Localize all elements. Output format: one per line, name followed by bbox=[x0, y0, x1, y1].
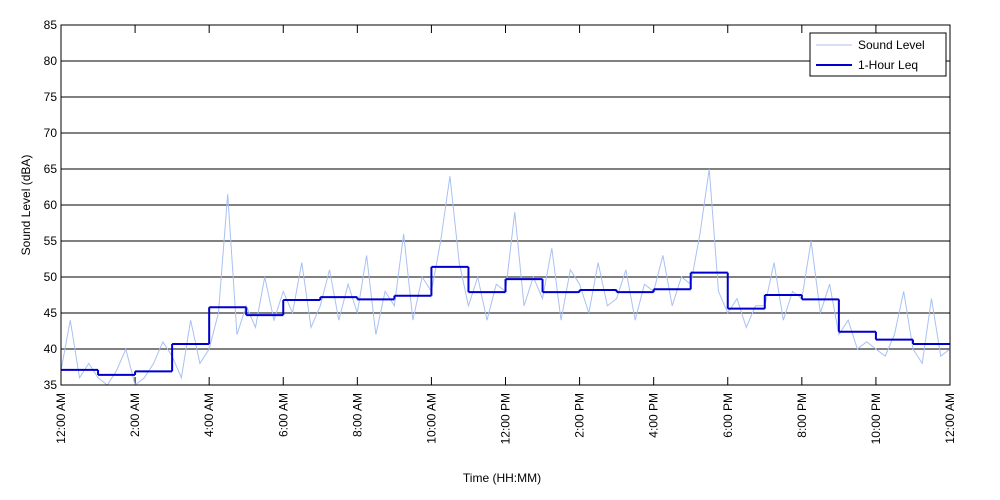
x-tick-label: 12:00 AM bbox=[943, 393, 957, 444]
x-axis-label: Time (HH:MM) bbox=[463, 471, 541, 485]
x-tick-label: 10:00 AM bbox=[424, 393, 438, 444]
y-axis-label: Sound Level (dBA) bbox=[19, 155, 33, 256]
plot-frame bbox=[60, 24, 951, 386]
y-tick-label: 85 bbox=[44, 18, 58, 32]
legend-label: 1-Hour Leq bbox=[858, 58, 918, 72]
x-tick-label: 2:00 AM bbox=[128, 393, 142, 437]
x-tick-label: 12:00 AM bbox=[54, 393, 68, 444]
x-tick-label: 4:00 PM bbox=[647, 393, 661, 438]
x-tick-label: 6:00 PM bbox=[721, 393, 735, 438]
y-tick-label: 45 bbox=[44, 306, 58, 320]
y-tick-label: 65 bbox=[44, 162, 58, 176]
x-tick-label: 4:00 AM bbox=[202, 393, 216, 437]
y-tick-label: 50 bbox=[44, 270, 58, 284]
y-tick-label: 35 bbox=[44, 378, 58, 392]
x-tick-label: 8:00 PM bbox=[795, 393, 809, 438]
x-tick-label: 6:00 AM bbox=[276, 393, 290, 437]
x-tick-label: 12:00 PM bbox=[499, 393, 513, 444]
y-tick-label: 55 bbox=[44, 234, 58, 248]
y-tick-label: 60 bbox=[44, 198, 58, 212]
y-tick-label: 70 bbox=[44, 126, 58, 140]
y-tick-label: 75 bbox=[44, 90, 58, 104]
x-tick-label: 10:00 PM bbox=[869, 393, 883, 444]
x-tick-label: 2:00 PM bbox=[573, 393, 587, 438]
legend-label: Sound Level bbox=[858, 38, 925, 52]
legend-box bbox=[809, 32, 947, 77]
y-tick-label: 80 bbox=[44, 54, 58, 68]
y-tick-label: 40 bbox=[44, 342, 58, 356]
x-tick-label: 8:00 AM bbox=[350, 393, 364, 437]
